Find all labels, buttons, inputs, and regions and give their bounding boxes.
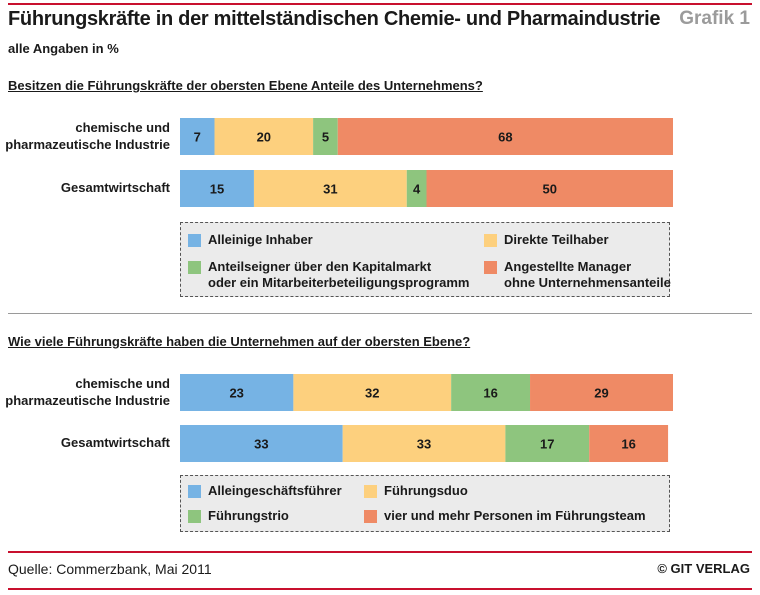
legend-item-line: ohne Unternehmensanteile — [504, 275, 671, 290]
legend-item-line: Alleingeschäftsführer — [208, 483, 342, 498]
bar-value-label: 20 — [257, 130, 271, 145]
legend-item-label: Anteilseigner über den Kapitalmarkt oder … — [208, 259, 470, 291]
bar-segment — [530, 374, 673, 411]
footer-red-rule — [8, 551, 752, 553]
legend-item-label: Führungstrio — [208, 508, 289, 524]
bar-segment — [293, 374, 452, 411]
legend-swatch — [484, 234, 497, 247]
legend-item-label: Alleinige Inhaber — [208, 232, 313, 248]
bar-segment — [180, 170, 254, 207]
chart-2-row-label: Gesamtwirtschaft — [0, 434, 170, 451]
chart-1-question: Besitzen die Führungskräfte der obersten… — [8, 78, 483, 93]
chart-1-legend — [180, 222, 670, 297]
legend-swatch — [484, 261, 497, 274]
bar-segment — [505, 425, 590, 462]
bar-segment — [342, 425, 506, 462]
legend-swatch — [188, 485, 201, 498]
bar-segment — [406, 170, 427, 207]
legend-item-line: Anteilseigner über den Kapitalmarkt — [208, 259, 432, 274]
bar-value-label: 33 — [254, 437, 268, 452]
row-label-line: Gesamtwirtschaft — [60, 180, 170, 195]
legend-item-line: Direkte Teilhaber — [504, 232, 609, 247]
legend-swatch — [188, 234, 201, 247]
legend-item-label: Direkte Teilhaber — [504, 232, 609, 248]
bar-segment — [253, 170, 407, 207]
bar-segment — [451, 374, 531, 411]
chart-2-legend — [180, 475, 670, 532]
bar-value-label: 29 — [594, 386, 608, 401]
legend-item-label: Alleingeschäftsführer — [208, 483, 342, 499]
grafik-label: Grafik 1 — [679, 8, 750, 29]
legend-item-line: Alleinige Inhaber — [208, 232, 313, 247]
bar-value-label: 68 — [498, 130, 512, 145]
legend-item-label: vier und mehr Personen im Führungsteam — [384, 508, 646, 524]
bar-value-label: 15 — [210, 182, 224, 197]
publisher-credit: © GIT VERLAG — [657, 561, 750, 576]
legend-item-label: Angestellte Manager ohne Unternehmensante… — [504, 259, 671, 291]
row-label-line: pharmazeutische Industrie — [5, 392, 170, 408]
legend-item-line: oder ein Mitarbeiterbeteiligungsprogramm — [208, 275, 470, 290]
row-label-line: pharmazeutische Industrie — [5, 136, 170, 152]
row-label-line: Gesamtwirtschaft — [60, 435, 170, 450]
bar-segment — [313, 118, 338, 155]
bar-value-label: 7 — [194, 130, 201, 145]
bottom-red-rule — [8, 588, 752, 590]
page-subtitle: alle Angaben in % — [8, 41, 119, 56]
chart-2-question: Wie viele Führungskräfte haben die Unter… — [8, 334, 471, 349]
bar-segment — [180, 425, 343, 462]
legend-swatch — [364, 485, 377, 498]
chart-2-row-label: chemische und pharmazeutische Industrie — [0, 375, 170, 409]
legend-item-line: Angestellte Manager — [504, 259, 632, 274]
section-divider — [8, 313, 752, 314]
bar-value-label: 23 — [229, 386, 243, 401]
legend-item-label: Führungsduo — [384, 483, 468, 499]
bar-segment — [214, 118, 314, 155]
top-red-rule — [8, 3, 752, 5]
row-label-line: chemische und — [75, 119, 170, 135]
bar-value-label: 31 — [323, 182, 337, 197]
bar-segment — [337, 118, 673, 155]
chart-1-row-label: chemische und pharmazeutische Industrie — [0, 119, 170, 153]
page-title: Führungskräfte in der mittelständischen … — [8, 8, 661, 30]
bar-value-label: 16 — [483, 386, 497, 401]
bar-value-label: 17 — [540, 437, 554, 452]
bar-segment — [180, 374, 294, 411]
bar-value-label: 16 — [621, 437, 635, 452]
row-label-line: chemische und — [75, 375, 170, 391]
legend-item-line: Führungsduo — [384, 483, 468, 498]
bar-segment — [180, 118, 215, 155]
bar-segment — [589, 425, 669, 462]
bar-value-label: 4 — [413, 182, 421, 197]
legend-swatch — [364, 510, 377, 523]
bar-value-label: 5 — [322, 130, 329, 145]
source-note: Quelle: Commerzbank, Mai 2011 — [8, 561, 212, 577]
legend-swatch — [188, 261, 201, 274]
legend-item-line: Führungstrio — [208, 508, 289, 523]
legend-swatch — [188, 510, 201, 523]
bar-segment — [426, 170, 673, 207]
legend-item-line: vier und mehr Personen im Führungsteam — [384, 508, 646, 523]
chart-1-row-label: Gesamtwirtschaft — [0, 179, 170, 196]
bar-value-label: 33 — [417, 437, 431, 452]
bar-value-label: 50 — [543, 182, 557, 197]
bar-value-label: 32 — [365, 386, 379, 401]
